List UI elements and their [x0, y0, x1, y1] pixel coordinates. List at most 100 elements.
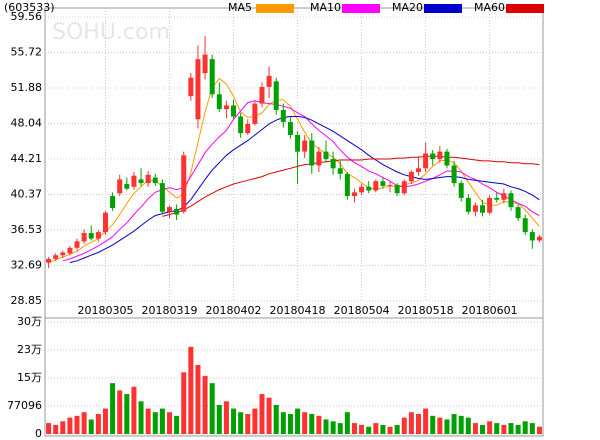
candle-body [295, 135, 301, 152]
candle-body [522, 218, 528, 233]
x-tick-label: 20180305 [77, 304, 133, 317]
volume-bar [416, 414, 421, 434]
candle-body [380, 181, 386, 186]
candle-body [167, 207, 172, 212]
y-tick-label: 77096 [7, 399, 42, 412]
candle-body [159, 183, 165, 212]
candle-body [423, 153, 429, 169]
volume-bar [366, 426, 372, 434]
volume-bar [330, 421, 336, 434]
price-frame [44, 7, 544, 319]
volume-bar [88, 419, 94, 434]
y-tick-label: 0 [35, 427, 42, 440]
volume-bar [252, 408, 258, 434]
volume-bar [359, 424, 365, 434]
candle-body [366, 186, 372, 191]
candle-body [508, 193, 514, 208]
candle-body [280, 110, 286, 123]
candle-body [273, 81, 279, 111]
candle-body [188, 77, 194, 97]
volume-bar [316, 415, 322, 434]
legend-label: MA10 [310, 1, 341, 14]
y-tick-label: 59.56 [11, 10, 43, 23]
candle-body [181, 155, 187, 212]
candle-body [138, 179, 144, 184]
volume-bar [529, 423, 535, 434]
candle-body [458, 183, 464, 198]
legend-label: MA5 [228, 1, 252, 14]
candle-body [117, 179, 123, 194]
volume-bar [60, 421, 66, 434]
volume-bar [245, 414, 251, 434]
candle-body [351, 192, 357, 197]
candle-body [81, 233, 87, 242]
candle-body [74, 241, 80, 248]
volume-bar [472, 423, 478, 434]
y-tick-label: 44.21 [11, 152, 43, 165]
volume-bar [67, 417, 73, 434]
y-tick-label: 32.69 [11, 258, 43, 271]
legend-swatch [506, 4, 544, 13]
volume-bar [138, 401, 144, 434]
candle-body [316, 151, 322, 166]
legend-label: MA60 [474, 1, 505, 14]
volume-bar [508, 423, 514, 434]
volume-bar [231, 408, 237, 434]
candle-body [465, 197, 471, 212]
candle-body [487, 197, 493, 213]
volume-bar [515, 424, 521, 434]
x-tick-label: 20180518 [398, 304, 454, 317]
y-tick-label: 48.04 [11, 117, 43, 130]
y-tick-label: 55.72 [11, 46, 43, 59]
candle-body [245, 123, 251, 134]
volume-bar [302, 412, 308, 434]
candle-body [110, 196, 116, 209]
candle-body [67, 247, 73, 254]
legend-swatch [256, 4, 294, 13]
volume-bar [259, 394, 265, 434]
volume-bar [124, 394, 130, 434]
volume-bar [74, 415, 80, 434]
volume-bar [202, 375, 208, 434]
volume-bar [266, 397, 272, 434]
volume-bar [487, 421, 493, 434]
volume-bar [209, 383, 215, 434]
volume-bar [152, 412, 158, 434]
candle-body [124, 184, 130, 189]
candle-body [53, 255, 59, 259]
candle-body [437, 151, 443, 160]
volume-bar [522, 421, 528, 434]
volume-bar [344, 412, 350, 434]
candle-body [323, 151, 329, 160]
candle-body [309, 140, 315, 166]
candle-body [209, 59, 215, 95]
volume-bar [280, 412, 286, 434]
volume-bar [53, 424, 59, 434]
volume-bar [536, 426, 542, 434]
candle-body [444, 151, 450, 166]
volume-bar [273, 404, 279, 434]
volume-bar [131, 386, 137, 434]
candle-body [451, 165, 457, 184]
candle-body [88, 233, 94, 239]
candle-body [259, 86, 265, 104]
ma-line [48, 77, 540, 264]
volume-bar [188, 346, 194, 434]
chart-title: (603533) [4, 1, 55, 14]
candle-body [373, 181, 379, 191]
candle-body [529, 232, 535, 241]
watermark: SOHU.com [52, 20, 170, 45]
candle-body [102, 212, 108, 233]
candle-body [131, 175, 137, 187]
candle-body [515, 207, 521, 219]
candle-body [46, 258, 52, 263]
ma-line [62, 100, 540, 262]
volume-bar [145, 408, 151, 434]
volume-bar [216, 404, 222, 434]
x-tick-label: 20180319 [142, 304, 198, 317]
candle-body [266, 75, 272, 87]
candle-body [337, 168, 343, 174]
x-tick-label: 20180504 [334, 304, 390, 317]
candle-body [302, 140, 308, 152]
